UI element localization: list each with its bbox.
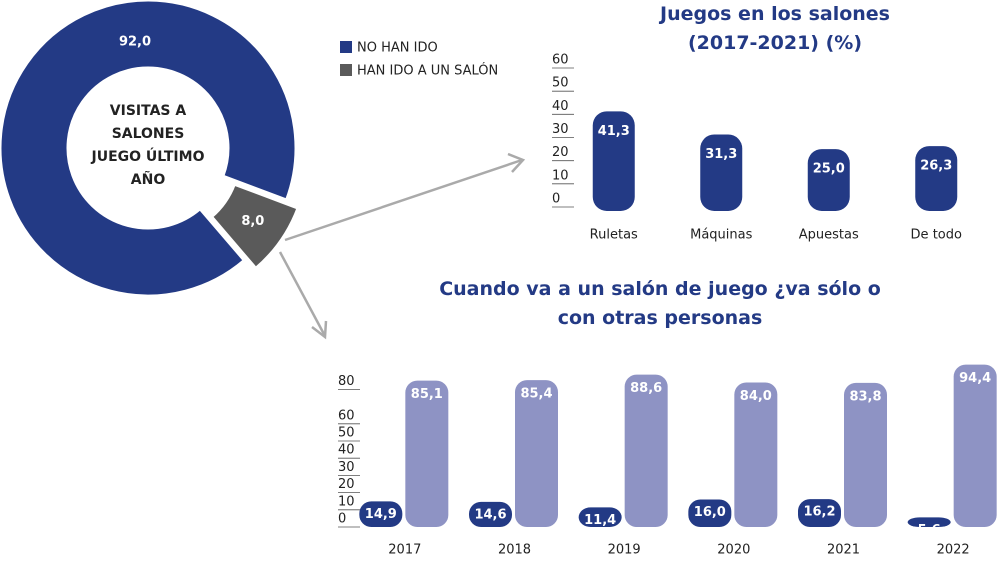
data-label: 25,0 [813, 162, 845, 177]
x-tick-label: 2018 [498, 543, 531, 558]
data-label: 8,0 [241, 214, 264, 229]
x-tick-label: 2017 [388, 543, 421, 558]
bar [844, 382, 887, 527]
arrow [284, 158, 523, 242]
arrow [278, 251, 327, 337]
y-tick-label: 0 [552, 192, 560, 207]
y-tick-label: 30 [338, 460, 355, 475]
data-label: 16,0 [694, 505, 726, 520]
bar [734, 382, 778, 527]
y-tick-label: 40 [338, 443, 355, 458]
x-tick-label: 2020 [717, 543, 750, 558]
y-tick-label: 60 [338, 408, 355, 423]
y-tick-label: 30 [552, 122, 569, 137]
bar [907, 517, 951, 527]
y-tick-label: 20 [338, 477, 355, 492]
bar [807, 149, 850, 211]
data-label: 26,3 [920, 159, 952, 174]
data-label: 92,0 [119, 35, 151, 50]
data-label: 85,4 [520, 387, 552, 402]
bar [953, 364, 997, 527]
y-tick-label: 40 [552, 99, 569, 114]
x-tick-label: 2019 [608, 543, 641, 558]
data-label: 16,2 [803, 505, 835, 520]
y-tick-label: 20 [552, 145, 569, 160]
y-tick-label: 80 [338, 374, 355, 389]
arrow-head [311, 320, 328, 340]
data-label: 83,8 [849, 389, 881, 404]
x-tick-label: Máquinas [690, 228, 752, 243]
bar [515, 380, 558, 527]
bar [915, 146, 958, 211]
data-label: 41,3 [598, 124, 630, 139]
data-label: 14,6 [474, 507, 506, 522]
bar [469, 501, 512, 527]
bar [578, 507, 622, 527]
legend-label: NO HAN IDO [357, 41, 438, 56]
x-tick-label: 2021 [827, 543, 860, 558]
bar [798, 499, 841, 527]
y-tick-label: 10 [552, 168, 569, 183]
x-tick-label: De todo [911, 228, 962, 243]
donut-center-label: VISITAS A SALONES JUEGO ÚLTIMO AÑO [91, 103, 205, 188]
bar [700, 134, 743, 211]
bar [688, 499, 732, 527]
data-label: 31,3 [705, 147, 737, 162]
arrow-head [507, 152, 526, 173]
data-label: 14,9 [365, 507, 397, 522]
bar [359, 501, 403, 527]
x-tick-label: Apuestas [799, 228, 859, 243]
chart-title: Cuando va a un salón de juego ¿va sólo o… [439, 278, 881, 329]
x-tick-label: 2022 [937, 543, 970, 558]
donut-slice [0, 0, 298, 298]
y-tick-label: 10 [338, 494, 355, 509]
data-label: 85,1 [411, 387, 443, 402]
legend-swatch [340, 64, 352, 76]
data-label: 11,4 [584, 513, 616, 528]
data-label: 88,6 [630, 381, 662, 396]
donut-slice [209, 182, 300, 271]
bar [624, 374, 668, 527]
legend-swatch [340, 41, 352, 53]
legend-label: HAN IDO A UN SALÓN [357, 63, 498, 79]
data-label: 94,4 [959, 371, 991, 386]
chart-title: Juegos en los salones (2017-2021) (%) [660, 3, 890, 54]
y-tick-label: 0 [338, 512, 346, 527]
bar [592, 111, 635, 211]
bar [405, 380, 449, 527]
y-tick-label: 50 [338, 426, 355, 441]
data-label: 84,0 [740, 389, 772, 404]
y-tick-label: 50 [552, 76, 569, 91]
x-tick-label: Ruletas [590, 228, 638, 243]
y-tick-label: 60 [552, 53, 569, 68]
data-label: 5,6 [918, 523, 941, 538]
